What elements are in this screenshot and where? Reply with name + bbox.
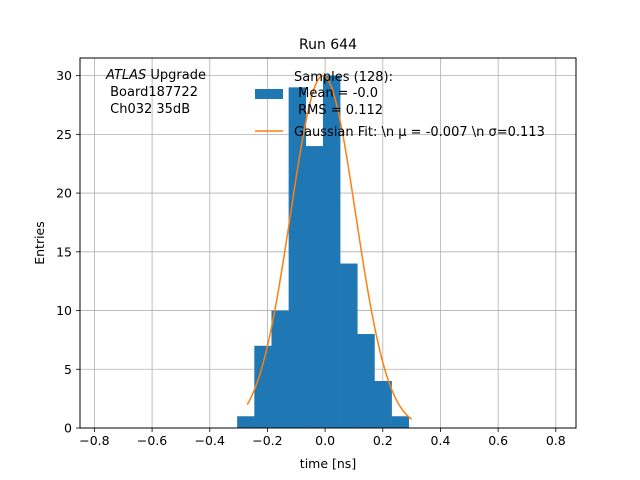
legend-hist-line-1: Samples (128):	[294, 70, 393, 85]
x-tick-label: −0.2	[252, 433, 282, 448]
x-tick-label: −0.4	[195, 433, 225, 448]
y-tick-label: 10	[56, 303, 72, 318]
y-tick-label: 0	[64, 421, 72, 436]
annotation-channel: Ch032 35dB	[106, 102, 190, 117]
legend-fit-label: Gaussian Fit: \n μ = -0.007 \n σ=0.113	[294, 125, 545, 140]
histogram-bar	[237, 416, 255, 428]
histogram-bar	[288, 87, 307, 428]
annotation-board: Board187722	[106, 85, 198, 100]
gaussian-fit-line	[246, 74, 413, 420]
y-tick-label: 5	[64, 362, 72, 377]
y-axis-ticks: 0 5 10 15 20 25 30	[56, 68, 80, 436]
histogram-bar	[254, 345, 272, 428]
histogram-bars	[237, 75, 410, 428]
x-tick-label: 0.6	[488, 433, 508, 448]
x-tick-label: 0.4	[431, 433, 451, 448]
x-tick-label: 0.2	[373, 433, 393, 448]
histogram-bar	[391, 416, 410, 428]
gaussian-fit	[246, 74, 413, 420]
y-tick-label: 20	[56, 186, 72, 201]
legend-hist-line-3: RMS = 0.112	[294, 103, 383, 118]
histogram-bar	[271, 310, 289, 428]
atlas-annotation: ATLAS Upgrade Board187722 Ch032 35dB	[105, 68, 206, 117]
legend-hist-swatch	[255, 89, 283, 99]
legend: Samples (128): Mean = -0.0 RMS = 0.112 G…	[255, 70, 545, 140]
legend-hist-line-2: Mean = -0.0	[294, 86, 378, 101]
annotation-italic: ATLAS	[105, 68, 146, 83]
x-tick-label: 0.0	[315, 433, 335, 448]
x-tick-label: −0.8	[79, 433, 109, 448]
y-tick-label: 25	[56, 127, 72, 142]
histogram-bar	[340, 263, 358, 428]
histogram-bar	[374, 381, 392, 428]
annotation-line1-rest: Upgrade	[146, 68, 206, 83]
y-tick-label: 30	[56, 68, 72, 83]
y-tick-label: 15	[56, 244, 72, 259]
histogram-bar	[305, 146, 324, 428]
plot-frame	[79, 57, 577, 429]
svg-text:ATLAS Upgrade: ATLAS Upgrade	[105, 68, 206, 83]
y-axis-label: Entries	[32, 221, 47, 265]
x-axis-ticks: −0.8 −0.6 −0.4 −0.2 0.0 0.2 0.4 0.6 0.8	[79, 428, 566, 448]
histogram-bar	[322, 75, 341, 428]
x-tick-label: 0.8	[546, 433, 566, 448]
histogram-bar	[357, 334, 375, 428]
x-axis-label: time [ns]	[300, 456, 356, 471]
x-tick-label: −0.6	[137, 433, 167, 448]
chart-title: Run 644	[299, 37, 357, 53]
